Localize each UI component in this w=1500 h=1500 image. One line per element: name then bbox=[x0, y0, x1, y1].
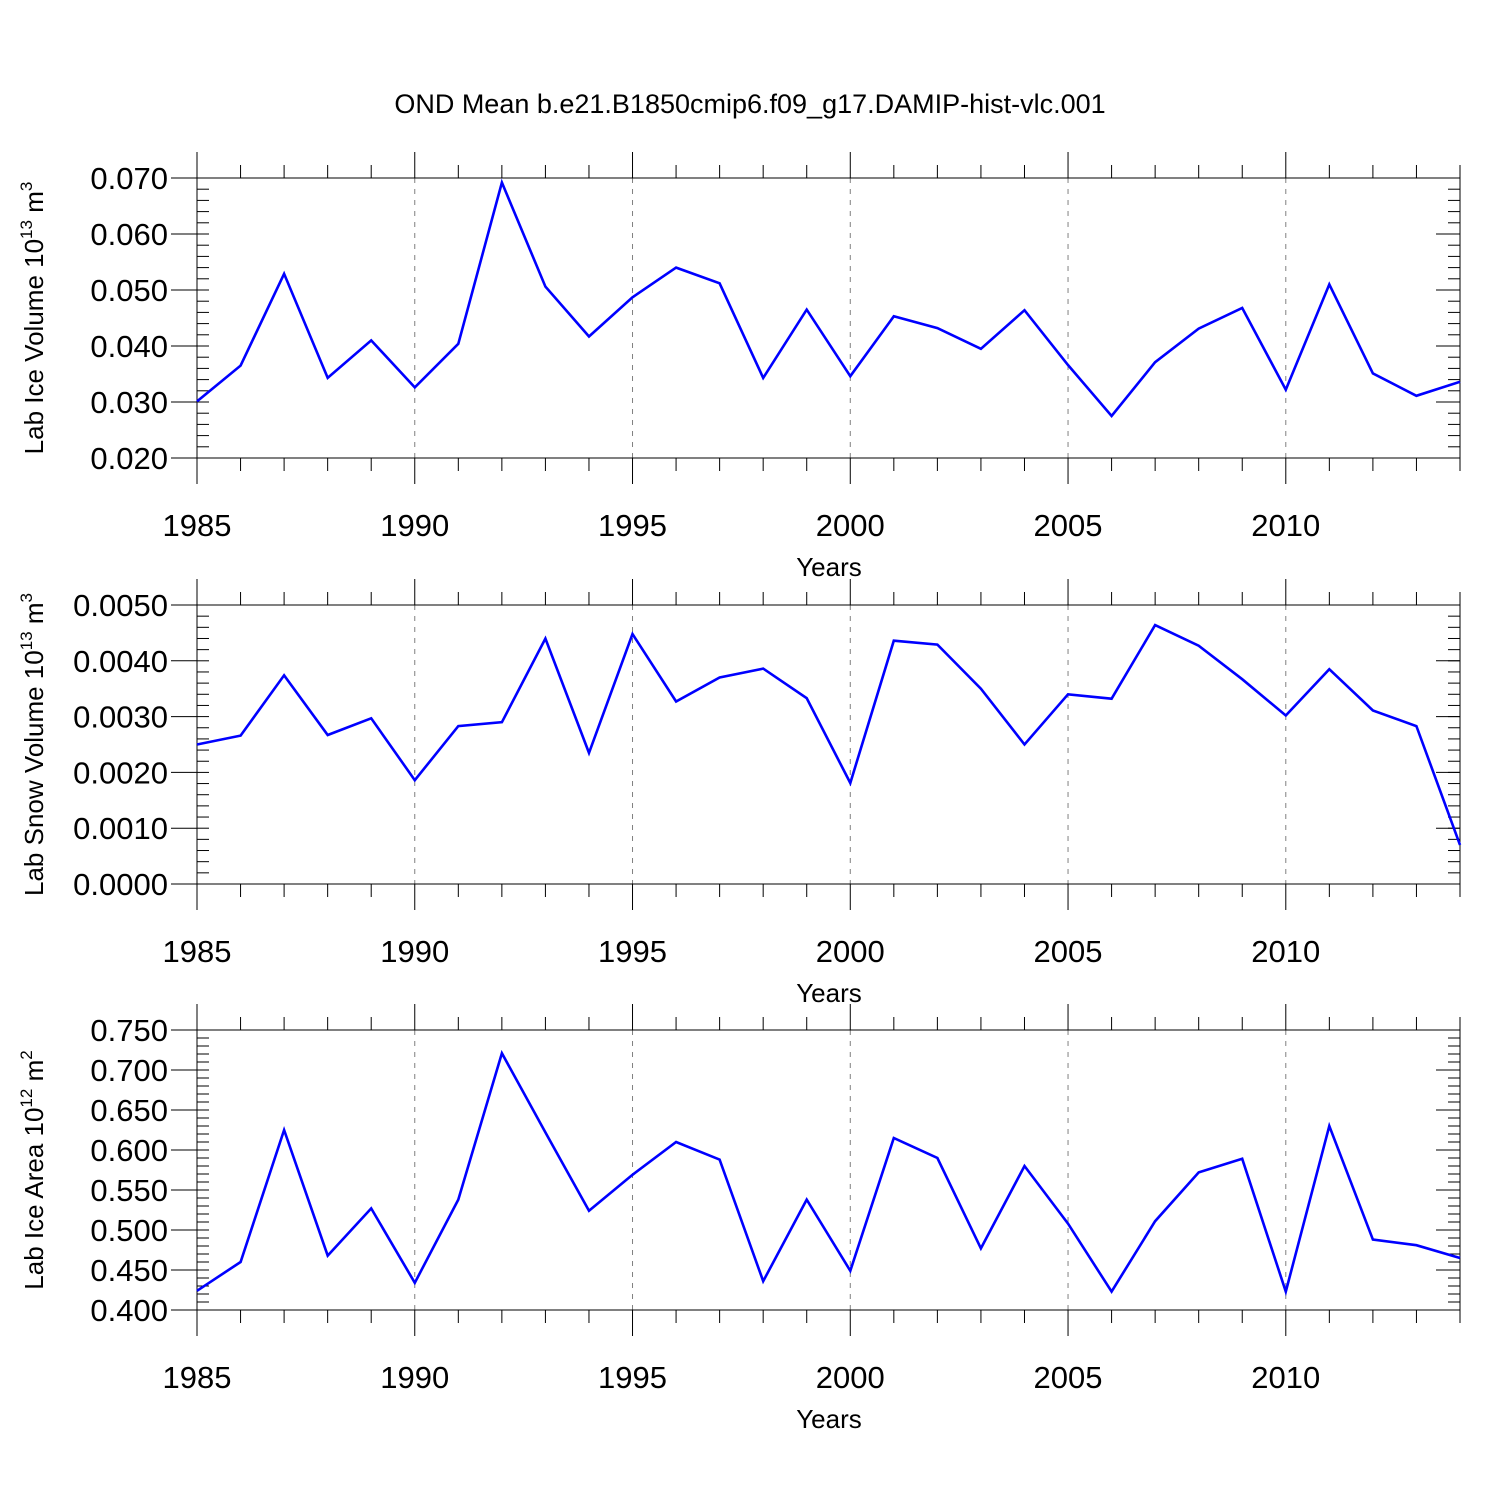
x-tick-label: 2005 bbox=[1034, 1360, 1103, 1395]
y-tick-label: 0.0010 bbox=[73, 811, 168, 846]
x-axis-label: Years bbox=[796, 552, 862, 582]
y-axis-label-part: Lab Ice Volume 10 bbox=[19, 239, 49, 454]
y-tick-label: 0.030 bbox=[90, 385, 168, 420]
series-line bbox=[196, 178, 1461, 419]
y-tick-label: 0.0000 bbox=[73, 867, 168, 902]
plot-frame bbox=[196, 1029, 1461, 1311]
y-tick-label: 0.600 bbox=[90, 1133, 168, 1168]
y-axis-label-part: m bbox=[19, 191, 49, 220]
panel-2: 0.0000 0.0010 0.0020 0.0030 0.0040 0.0050 1985… bbox=[17, 579, 1462, 1008]
x-tick-label: 1995 bbox=[598, 934, 667, 969]
x-tick-label: 1990 bbox=[380, 508, 449, 543]
panel-3: 0.400 0.450 0.500 0.550 0.600 0.650 0.700 0.750… bbox=[17, 1004, 1461, 1434]
y-tick-label: 0.700 bbox=[90, 1053, 168, 1088]
x-axis-label: Years bbox=[796, 1404, 862, 1434]
y-tick-label: 0.060 bbox=[90, 217, 168, 252]
y-axis-label-part: 13 bbox=[17, 631, 36, 650]
x-tick-label: 2010 bbox=[1251, 1360, 1320, 1395]
y-tick-label: 0.0040 bbox=[73, 644, 168, 679]
panels: 0.020 0.030 0.040 0.050 0.060 0.070 1985 1990 19… bbox=[17, 152, 1462, 1434]
panel-1: 0.020 0.030 0.040 0.050 0.060 0.070 1985 1990 19… bbox=[17, 152, 1461, 582]
x-tick-label: 1985 bbox=[163, 1360, 232, 1395]
x-tick-label: 1990 bbox=[380, 1360, 449, 1395]
y-axis-label-part: 2 bbox=[17, 1050, 36, 1059]
y-axis-label: Lab Snow Volume 1013 m3 bbox=[17, 593, 49, 896]
x-tick-label: 1985 bbox=[163, 508, 232, 543]
y-axis-label-part: 13 bbox=[17, 220, 36, 239]
y-tick-label: 0.0030 bbox=[73, 700, 168, 735]
x-tick-label: 2000 bbox=[816, 1360, 885, 1395]
series-line bbox=[196, 1049, 1461, 1297]
y-tick-label: 0.400 bbox=[90, 1293, 168, 1328]
x-tick-label: 1990 bbox=[380, 934, 449, 969]
y-axis-label: Lab Ice Volume 1013 m3 bbox=[17, 182, 49, 455]
x-tick-label: 2005 bbox=[1034, 508, 1103, 543]
y-tick-label: 0.650 bbox=[90, 1093, 168, 1128]
y-tick-label: 0.500 bbox=[90, 1213, 168, 1248]
x-tick-label: 2000 bbox=[816, 508, 885, 543]
x-tick-label: 2010 bbox=[1251, 508, 1320, 543]
y-axis-label: Lab Ice Area 1012 m2 bbox=[17, 1050, 49, 1289]
y-tick-label: 0.040 bbox=[90, 329, 168, 364]
series-line bbox=[196, 623, 1462, 846]
y-tick-label: 0.550 bbox=[90, 1173, 168, 1208]
plot-frame bbox=[196, 604, 1461, 885]
y-tick-label: 0.750 bbox=[90, 1013, 168, 1048]
y-tick-label: 0.050 bbox=[90, 273, 168, 308]
plot-frame bbox=[196, 177, 1461, 459]
x-axis-label: Years bbox=[796, 978, 862, 1008]
y-axis-label-part: 12 bbox=[17, 1089, 36, 1108]
y-tick-label: 0.0050 bbox=[73, 588, 168, 623]
y-axis-label-part: m bbox=[19, 1060, 49, 1089]
x-tick-label: 2005 bbox=[1034, 934, 1103, 969]
y-axis-label-part: 3 bbox=[17, 593, 36, 602]
y-axis-label-part: m bbox=[19, 602, 49, 631]
x-tick-label: 1995 bbox=[598, 508, 667, 543]
figure-title: OND Mean b.e21.B1850cmip6.f09_g17.DAMIP-… bbox=[394, 89, 1105, 119]
y-tick-label: 0.0020 bbox=[73, 755, 168, 790]
y-axis-label-part: 3 bbox=[17, 182, 36, 191]
y-tick-label: 0.020 bbox=[90, 441, 168, 476]
y-tick-label: 0.070 bbox=[90, 161, 168, 196]
y-axis-label-part: Lab Ice Area 10 bbox=[19, 1108, 49, 1290]
x-tick-label: 1985 bbox=[163, 934, 232, 969]
x-tick-label: 2000 bbox=[816, 934, 885, 969]
y-axis-label-part: Lab Snow Volume 10 bbox=[19, 650, 49, 896]
x-tick-label: 1995 bbox=[598, 1360, 667, 1395]
y-tick-label: 0.450 bbox=[90, 1253, 168, 1288]
x-tick-label: 2010 bbox=[1251, 934, 1320, 969]
